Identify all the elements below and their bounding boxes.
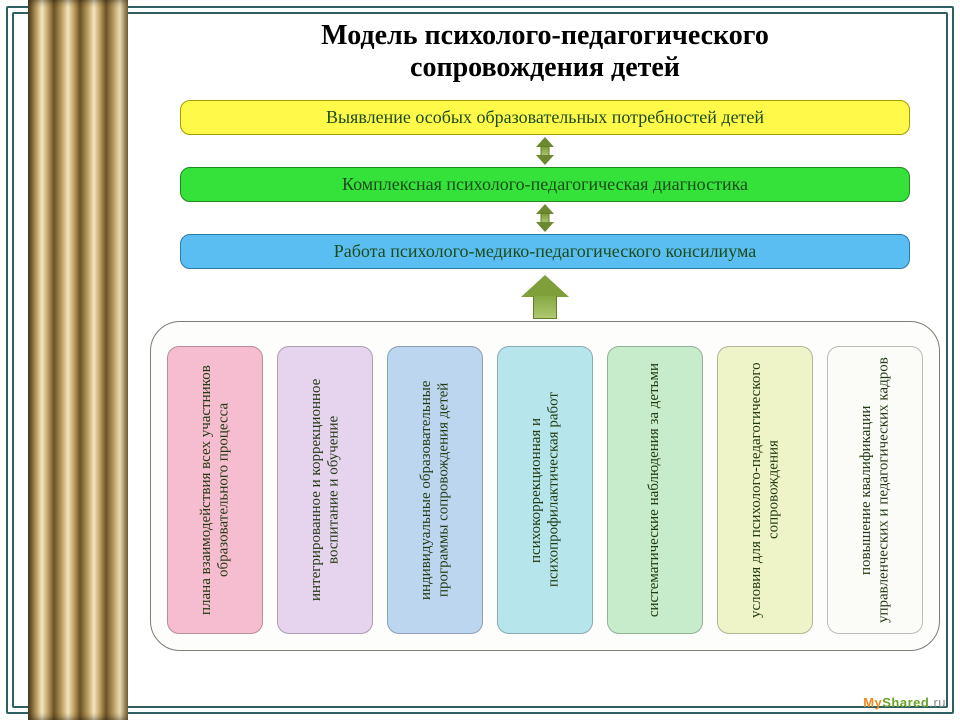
card-0: плана взаимодействия всех участников обр…	[167, 346, 263, 634]
card-label: психокоррекционная и психопрофилактическ…	[528, 355, 563, 625]
card-label: индивидуальные образовательные программы…	[418, 355, 453, 625]
card-4: систематические наблюдения за детьми	[607, 346, 703, 634]
cards-panel: плана взаимодействия всех участников обр…	[150, 321, 940, 651]
card-3: психокоррекционная и психопрофилактическ…	[497, 346, 593, 634]
card-6: повышение квалификации управленческих и …	[827, 346, 923, 634]
up-arrow-icon	[520, 275, 570, 319]
watermark-part2: Shared	[882, 695, 929, 710]
double-arrow-icon	[535, 204, 555, 232]
watermark-part1: My	[863, 695, 882, 710]
bar-blue: Работа психолого-медико-педагогического …	[180, 234, 910, 269]
card-label: плана взаимодействия всех участников обр…	[198, 355, 233, 625]
bar-yellow: Выявление особых образовательных потребн…	[180, 100, 910, 135]
card-label: систематические наблюдения за детьми	[646, 363, 663, 617]
slide-content: Модель психолого-педагогического сопрово…	[150, 16, 940, 704]
card-5: условия для психолого-педагогического со…	[717, 346, 813, 634]
watermark-part3: .ru	[929, 695, 946, 710]
double-arrow-icon	[535, 137, 555, 165]
title-line-1: Модель психолого-педагогического	[321, 20, 769, 51]
title-line-2: сопровождения детей	[410, 52, 680, 83]
card-1: интегрированное и коррекционное воспитан…	[277, 346, 373, 634]
watermark: MyShared.ru	[863, 695, 946, 710]
card-label: повышение квалификации управленческих и …	[858, 355, 893, 625]
bar-green: Комплексная психолого-педагогическая диа…	[180, 167, 910, 202]
card-label: условия для психолого-педагогического со…	[748, 355, 783, 625]
card-2: индивидуальные образовательные программы…	[387, 346, 483, 634]
card-label: интегрированное и коррекционное воспитан…	[308, 355, 343, 625]
slide-title: Модель психолого-педагогического сопрово…	[150, 20, 940, 84]
decorative-pillar	[28, 0, 128, 720]
